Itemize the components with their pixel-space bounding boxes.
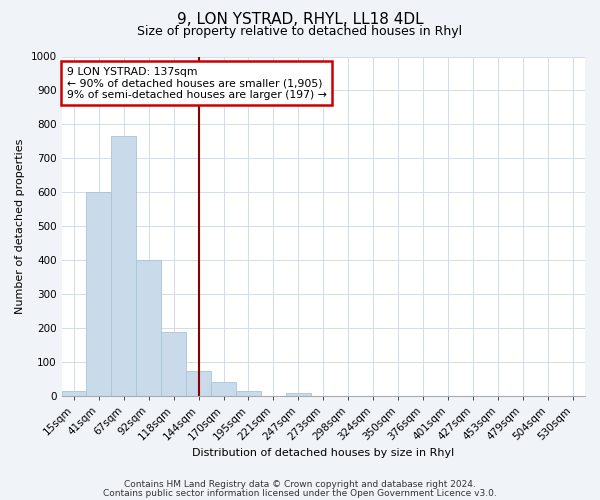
- Bar: [62, 391, 86, 396]
- Text: 9, LON YSTRAD, RHYL, LL18 4DL: 9, LON YSTRAD, RHYL, LL18 4DL: [176, 12, 424, 28]
- Bar: [86, 192, 112, 396]
- Bar: [236, 391, 261, 396]
- X-axis label: Distribution of detached houses by size in Rhyl: Distribution of detached houses by size …: [192, 448, 454, 458]
- Text: Contains HM Land Registry data © Crown copyright and database right 2024.: Contains HM Land Registry data © Crown c…: [124, 480, 476, 489]
- Text: Size of property relative to detached houses in Rhyl: Size of property relative to detached ho…: [137, 25, 463, 38]
- Y-axis label: Number of detached properties: Number of detached properties: [15, 138, 25, 314]
- Bar: [186, 370, 211, 396]
- Bar: [161, 332, 186, 396]
- Bar: [112, 136, 136, 396]
- Bar: [211, 382, 236, 396]
- Text: 9 LON YSTRAD: 137sqm
← 90% of detached houses are smaller (1,905)
9% of semi-det: 9 LON YSTRAD: 137sqm ← 90% of detached h…: [67, 66, 326, 100]
- Bar: [136, 260, 161, 396]
- Text: Contains public sector information licensed under the Open Government Licence v3: Contains public sector information licen…: [103, 488, 497, 498]
- Bar: [286, 392, 311, 396]
